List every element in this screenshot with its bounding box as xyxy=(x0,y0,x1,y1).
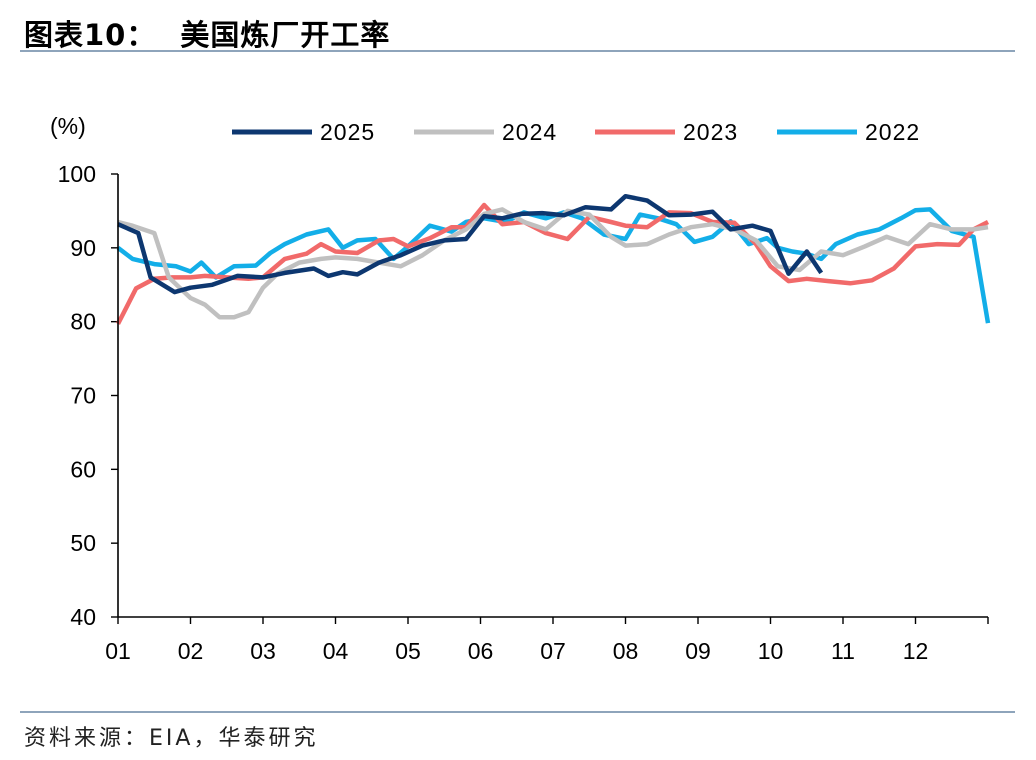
figure-name: 美国炼厂开工率 xyxy=(180,18,391,52)
x-tick-label: 06 xyxy=(468,638,494,664)
legend-label-2025: 2025 xyxy=(320,119,375,145)
x-tick-label: 11 xyxy=(831,638,855,664)
series-line-2025 xyxy=(117,193,824,295)
x-tick-label: 02 xyxy=(178,638,204,664)
figure-number: 图表10： xyxy=(24,18,157,52)
y-tick-label: 40 xyxy=(70,604,96,630)
figure-title: 图表10： 美国炼厂开工率 xyxy=(24,12,390,54)
x-tick-label: 09 xyxy=(685,638,711,664)
y-tick-label: 80 xyxy=(70,309,96,335)
x-tick-label: 04 xyxy=(323,638,349,664)
top-divider xyxy=(20,50,1015,52)
chart-legend: 2025 2024 2023 2022 xyxy=(232,119,920,145)
legend-label-2024: 2024 xyxy=(502,119,557,145)
series-line-2022 xyxy=(116,207,991,324)
series-line-2024 xyxy=(117,207,989,320)
x-tick-label: 12 xyxy=(903,638,929,664)
legend-label-2022: 2022 xyxy=(865,119,920,145)
legend-label-2023: 2023 xyxy=(683,119,738,145)
series-layer xyxy=(115,193,991,325)
x-axis-ticks: 01 02 03 04 05 06 07 08 09 10 11 12 xyxy=(105,617,989,664)
x-tick-label: 07 xyxy=(540,638,566,664)
source-note: 资料来源：EIA，华泰研究 xyxy=(24,726,319,751)
y-tick-label: 50 xyxy=(70,530,96,556)
y-axis-label: (%) xyxy=(50,113,86,139)
x-tick-label: 10 xyxy=(758,638,784,664)
y-tick-label: 70 xyxy=(70,383,96,409)
y-tick-label: 60 xyxy=(70,456,96,482)
y-axis-ticks: 40 50 60 70 80 90 100 xyxy=(58,161,118,630)
y-tick-label: 90 xyxy=(70,235,96,261)
x-tick-label: 03 xyxy=(250,638,276,664)
x-tick-label: 08 xyxy=(613,638,639,664)
y-tick-label: 100 xyxy=(58,161,96,187)
bottom-divider xyxy=(20,711,1015,713)
x-tick-label: 05 xyxy=(395,638,421,664)
x-tick-label: 01 xyxy=(105,638,131,664)
